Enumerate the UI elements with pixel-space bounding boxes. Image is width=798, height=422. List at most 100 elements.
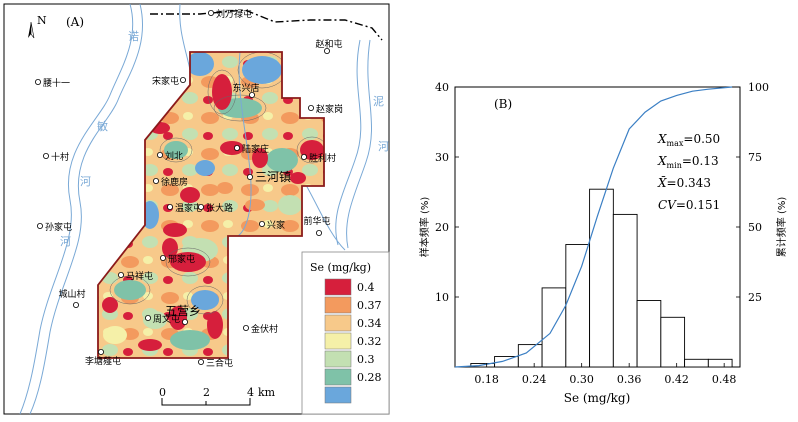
place-label: 东兴店 <box>232 82 259 94</box>
panel-a-label: (A) <box>66 15 84 29</box>
cumulative-curve <box>454 86 733 368</box>
axes: 0.18 0.24 0.30 0.36 0.42 0.48 10 20 30 40 25 50 75 10… <box>435 81 769 386</box>
histogram-bar <box>707 358 733 368</box>
place-label: 刘万禄屯 <box>216 8 252 20</box>
y2-tick-label: 100 <box>748 81 769 94</box>
place-marker <box>98 348 105 355</box>
histogram-bar <box>636 300 662 368</box>
legend-label: 0.28 <box>357 371 382 384</box>
legend-swatch <box>324 278 352 296</box>
place-label: 腰十一 <box>43 77 70 89</box>
place-label: 胜利村 <box>309 152 336 164</box>
river-label: 敏 <box>97 119 108 133</box>
place-marker <box>144 314 151 321</box>
place-label: 温家屯 <box>175 202 202 214</box>
place-marker <box>242 324 249 331</box>
y-tick-label: 10 <box>435 291 449 304</box>
north-arrow-icon <box>28 21 35 39</box>
panel-b-chart: (B) 0.18 0.24 0.30 0.36 0.42 0.48 10 20 30 40 25 50… <box>418 81 788 405</box>
histogram-bar <box>517 344 543 368</box>
place-label: 五营乡 <box>165 304 201 318</box>
y-tick-label: 30 <box>435 151 449 164</box>
y2-tick-label: 50 <box>748 221 762 234</box>
x-tick-label: 0.48 <box>712 373 737 386</box>
place-marker <box>166 203 173 210</box>
place-label: 金伏村 <box>251 323 278 335</box>
histogram-bar <box>589 188 614 368</box>
place-marker <box>35 79 42 86</box>
stat-line: Xmin=0.13 <box>657 154 719 170</box>
x-tick-label: 0.42 <box>664 373 689 386</box>
place-marker <box>156 151 163 158</box>
place-marker <box>37 222 44 229</box>
river-network <box>19 3 372 415</box>
legend-title: Se (mg/kg) <box>310 261 371 274</box>
place-label: 刘北 <box>165 150 183 162</box>
place-label: 兴家 <box>267 219 285 231</box>
place-label: 宋家屯 <box>152 75 179 87</box>
legend-label: 0.37 <box>357 299 382 312</box>
histogram-bar <box>612 213 638 368</box>
scale-bar: 0 2 4 km <box>159 386 276 406</box>
legend-label: 0.32 <box>357 335 382 348</box>
x-tick-label: 0.24 <box>522 373 547 386</box>
histogram-bar <box>565 244 591 368</box>
place-marker <box>197 203 204 210</box>
place-marker <box>73 301 80 308</box>
histogram-bars <box>470 188 733 368</box>
place-marker <box>159 254 166 261</box>
place-marker <box>207 9 214 16</box>
y-axis-label: 样本频率 (%) <box>418 197 431 258</box>
place-label: 陆家庄 <box>242 143 269 155</box>
legend-swatch <box>324 368 352 386</box>
place-marker <box>246 173 253 180</box>
place-marker <box>118 271 125 278</box>
y-tick-label: 40 <box>435 81 449 94</box>
place-label: 前华屯 <box>303 215 330 227</box>
histogram-bar <box>660 316 686 368</box>
stat-line: X̄=0.343 <box>657 175 711 190</box>
y2-tick-label: 75 <box>748 151 762 164</box>
x-tick-label: 0.36 <box>617 373 642 386</box>
province-border <box>150 9 383 41</box>
legend-swatch <box>324 314 352 332</box>
legend-label: 0.34 <box>357 317 382 330</box>
x-axis-label: Se (mg/kg) <box>564 391 631 405</box>
place-marker <box>248 92 255 99</box>
place-marker <box>181 318 188 325</box>
place-label: 邢家屯 <box>168 253 195 265</box>
legend-label: 0.3 <box>357 353 375 366</box>
legend-swatch <box>324 386 352 404</box>
place-label: 赵家岗 <box>316 103 343 115</box>
scale-tick-0: 0 <box>159 386 166 399</box>
scale-tick-4: 4 <box>247 386 254 399</box>
scale-unit: km <box>258 386 276 399</box>
place-marker <box>323 48 330 55</box>
place-marker <box>43 152 50 159</box>
north-label: N <box>37 14 47 27</box>
place-label: 三河镇 <box>255 170 291 184</box>
river-label: 河 <box>60 235 71 248</box>
study-area-boundary <box>97 51 325 359</box>
place-label: 孙家屯 <box>45 221 72 233</box>
y-tick-label: 20 <box>435 221 449 234</box>
place-marker <box>197 358 204 365</box>
place-marker <box>233 144 240 151</box>
place-label: 李塘薤屯 <box>85 355 121 367</box>
x-tick-label: 0.18 <box>474 373 499 386</box>
river-label: 河 <box>378 140 389 153</box>
place-label: 城山村 <box>58 288 85 300</box>
legend-swatch <box>324 332 352 350</box>
panel-a-map: N (A) Se (mg/kg) 0.40.370.340.320.30.28 … <box>3 3 390 415</box>
place-marker <box>179 77 186 84</box>
place-label: 马祥屯 <box>126 270 153 282</box>
map-legend: Se (mg/kg) 0.4 0.37 0.34 0.32 0.3 0.28 <box>301 251 390 415</box>
scale-tick-2: 2 <box>203 386 210 399</box>
place-marker <box>258 220 265 227</box>
legend-label: 0.4 <box>357 281 375 294</box>
place-label: 周文屯 <box>153 313 180 325</box>
histogram-bar <box>684 358 709 368</box>
